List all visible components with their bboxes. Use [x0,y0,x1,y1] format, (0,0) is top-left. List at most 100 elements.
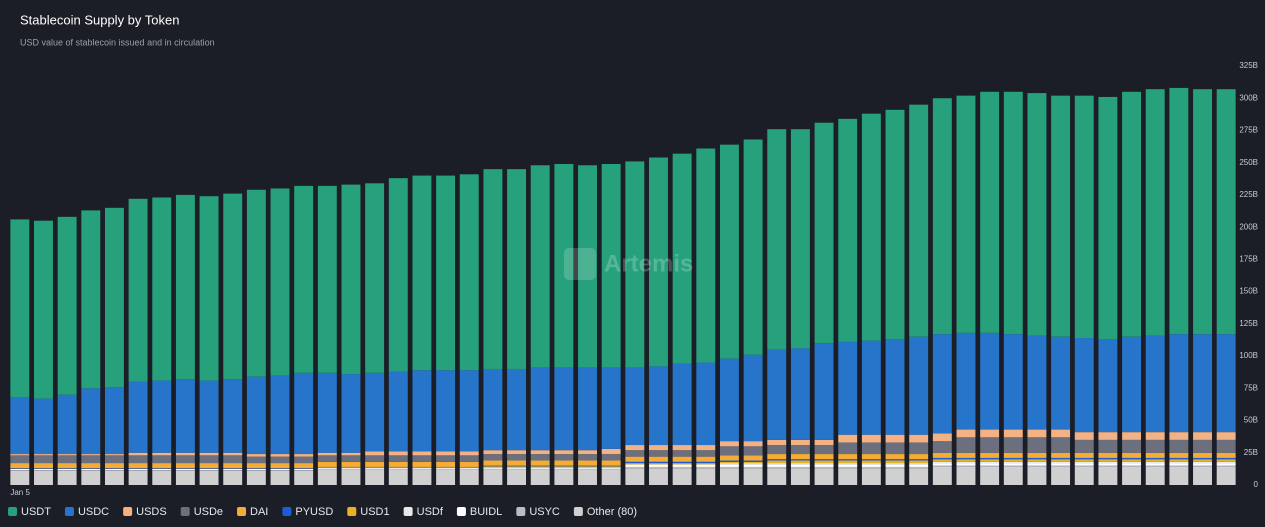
bar-segment [1216,457,1236,460]
bar-segment [128,452,148,456]
bar-segment [57,470,77,485]
bar-segment [317,372,337,453]
bar-segment [861,460,881,464]
bar-segment [57,216,77,395]
bar-segment [649,157,668,367]
bar-segment [10,468,30,471]
bar-segment [175,379,195,453]
bar-segment [838,464,858,467]
bar-segment [1027,452,1047,458]
bar-segment [743,354,763,442]
bar-segment [34,455,53,464]
bar-segment [128,470,148,471]
bar-segment [932,461,952,464]
y-tick-label: 25B [1244,448,1258,457]
bar-segment [980,465,1000,467]
bar-segment [980,332,1000,430]
bar-segment [1193,334,1212,433]
bar-segment [199,196,219,381]
bar-segment [861,464,881,467]
bar-segment [1169,87,1189,335]
bar-segment [554,454,574,461]
bar-segment [861,466,881,469]
bar-segment [175,463,195,469]
bar-segment [175,470,195,485]
bar-segment [1051,429,1071,438]
bar-segment [294,463,314,469]
bar-segment [790,445,810,455]
bar-segment [696,445,716,451]
bar-segment [246,470,266,471]
bar-segment [719,463,739,465]
bar-segment [1145,452,1165,458]
bar-segment [696,468,716,485]
bar-segment [530,367,550,451]
legend-swatch [237,507,247,516]
bar-segment [436,467,456,469]
bar-segment [909,464,929,467]
bar-segment [436,451,456,456]
bar-segment [1003,437,1023,453]
bar-segment [578,460,597,466]
bar-segment [1216,89,1236,335]
bar-segment [1145,466,1165,485]
legend-swatch [456,507,466,516]
bar-segment [341,467,361,469]
y-tick-label: 100B [1239,351,1258,360]
bar-segment [246,463,266,469]
bar-segment [294,185,314,373]
bar-segment [838,463,858,465]
bar-segment [294,468,314,469]
bar-segment [767,439,787,446]
chart-subtitle: USD value of stablecoin issued and in ci… [20,37,215,47]
bar-segment [199,468,219,471]
bar-segment [956,457,976,460]
bar-segment [956,465,976,467]
bar-segment [1216,334,1236,433]
bar-segment [554,469,574,485]
bar-segment [980,463,1000,466]
bar-segment [483,368,503,451]
bar-segment [199,455,219,464]
bar-segment [790,463,810,465]
bar-segment [175,468,195,469]
bar-segment [743,466,763,469]
bar-segment [270,463,290,469]
bar-segment [483,460,503,466]
bar-segment [696,450,716,457]
bar-segment [317,185,337,373]
bar-segment [388,461,408,467]
bar-segment [719,446,739,456]
bar-segment [57,463,77,469]
bar-segment [1122,465,1142,467]
bar-segment [1051,95,1071,337]
bar-segment [1193,439,1212,453]
bar-segment [199,452,219,456]
bar-segment [861,459,881,461]
y-tick-label: 150B [1239,287,1258,296]
bar-segment [317,467,337,469]
bar-segment [649,445,668,451]
bar-segment [1003,463,1023,466]
bar-segment [885,464,905,467]
bar-segment [696,463,716,465]
bar-segment [223,468,243,469]
bar-segment [767,454,787,460]
bar-segment [672,450,692,457]
bar-segment [601,468,621,470]
bar-segment [152,197,172,381]
bar-segment [57,394,77,455]
bar-segment [246,454,266,457]
bar-segment [743,464,763,467]
legend-swatch [347,507,357,516]
bar-segment [861,468,881,485]
bar-segment [152,463,172,469]
bar-segment [507,467,527,469]
bar-segment [1193,459,1212,462]
bar-segment [1169,439,1189,453]
bar-segment [956,461,976,464]
bar-segment [885,454,905,460]
bar-segment [270,470,290,485]
bar-segment [34,398,53,455]
bar-segment [1074,457,1094,460]
